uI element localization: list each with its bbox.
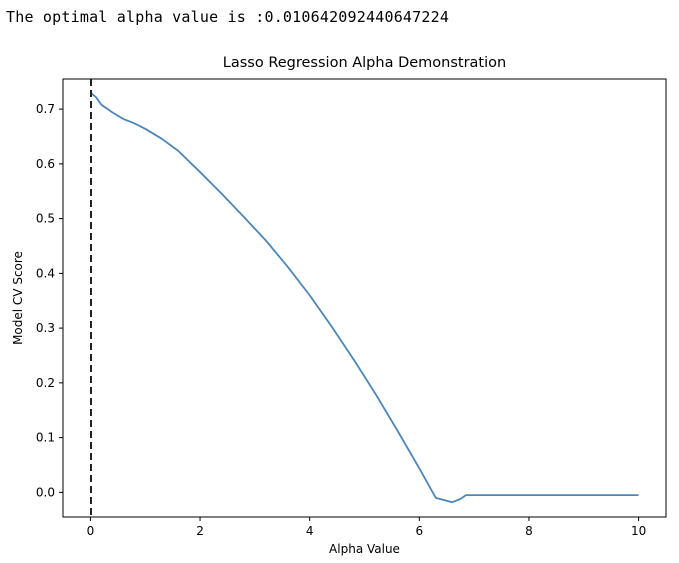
y-tick-label: 0.3 [36, 321, 55, 335]
ticks-group: 0 2 4 6 8 10 0.0 0.1 0.2 0.3 0.4 0.5 0.6 0.7 [36, 102, 646, 538]
y-tick-label: 0.5 [36, 212, 55, 226]
y-tick-label: 0.6 [36, 157, 55, 171]
x-tick-label: 2 [196, 524, 204, 538]
x-tick-label: 0 [87, 524, 95, 538]
y-tick-label: 0.2 [36, 376, 55, 390]
x-tick-label: 4 [306, 524, 314, 538]
x-tick-label: 10 [631, 524, 646, 538]
y-tick-label: 0.1 [36, 431, 55, 445]
x-tick-label: 6 [415, 524, 423, 538]
y-tick-label: 0.7 [36, 102, 55, 116]
series-line-0 [89, 91, 639, 504]
chart-title: Lasso Regression Alpha Demonstration [223, 55, 506, 71]
y-tick-label: 0.0 [36, 485, 55, 499]
y-axis-label: Model CV Score [11, 251, 25, 345]
x-tick-label: 8 [525, 524, 533, 538]
plot-content [89, 79, 639, 517]
y-tick-label: 0.4 [36, 266, 55, 280]
x-axis-label: Alpha Value [329, 542, 400, 556]
axes-frame [62, 78, 667, 518]
optimal-alpha-output: The optimal alpha value is :0.0106420924… [6, 8, 450, 26]
